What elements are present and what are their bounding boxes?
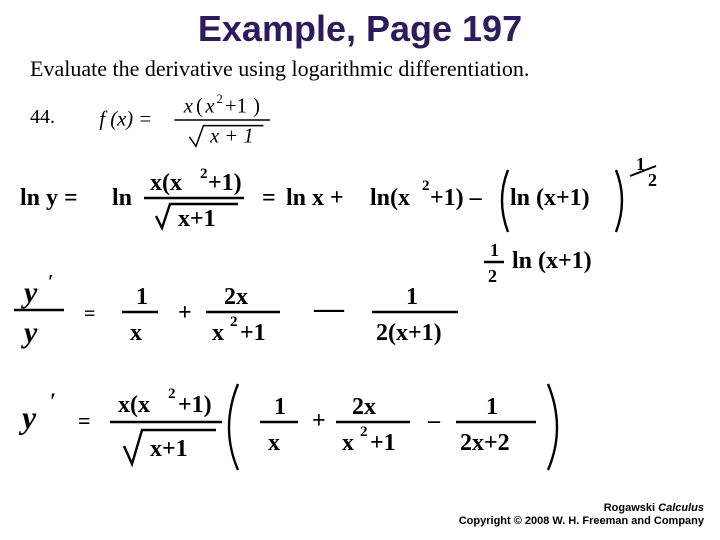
hw-l3-t3n: 1 <box>486 394 498 420</box>
hw-l2-prime: ′ <box>48 271 54 293</box>
hw-l1-sup2b: 2 <box>422 178 430 194</box>
credit-book: Calculus <box>658 502 704 514</box>
hw-l2-minus: — <box>313 292 345 325</box>
hw-l3-t1n: 1 <box>274 394 286 420</box>
hw-l1-p1close: +1) – <box>430 185 483 211</box>
hw-l2-ynum: y <box>21 276 38 309</box>
hw-l3-minus: – <box>427 408 441 434</box>
hw-l1-num-b: +1) <box>208 170 242 196</box>
printed-formula: f (x) = x ( x 2 +1 ) x + 1 <box>90 90 390 150</box>
hw-l3-paren-close <box>548 384 557 470</box>
formula-num-x: x <box>183 96 193 118</box>
hw-l3-bn-sup: 2 <box>168 386 176 402</box>
hw-l3-plus: + <box>312 408 326 434</box>
hw-l3-bn-b: +1) <box>178 392 212 418</box>
slide-root: Example, Page 197 Evaluate the derivativ… <box>0 0 720 540</box>
hw-l1b-half-num: 1 <box>490 240 499 260</box>
hw-l3-t2n: 2x <box>352 394 376 420</box>
handwritten-work: ln y = ln x(x 2 +1) x+1 = ln x + ln(x 2 … <box>0 150 720 490</box>
hw-l3-t1d: x <box>268 430 280 456</box>
hw-l2-t2d-x: x <box>212 320 224 346</box>
hw-l3-eq: = <box>78 408 91 433</box>
page-title: Example, Page 197 <box>0 8 720 50</box>
hw-l1-num-sup: 2 <box>200 166 208 182</box>
formula-num-sup: 2 <box>217 92 223 106</box>
hw-l3-bd: x+1 <box>150 436 188 462</box>
hw-l1-exp-den: 2 <box>648 170 657 190</box>
hw-l2-t2d-p1: +1 <box>240 320 266 346</box>
hw-l1-den: x+1 <box>178 206 216 232</box>
hw-l3-t2d-p1: +1 <box>370 430 396 456</box>
formula-lhs: f (x) = <box>99 109 152 131</box>
problem-number: 44. <box>30 106 55 129</box>
hw-l1b-lnxp1: ln (x+1) <box>512 248 592 274</box>
hw-l1-bigparen-l <box>502 170 508 232</box>
hw-l3-bn-a: x(x <box>118 392 150 418</box>
formula-num-plus1: +1 <box>225 96 247 118</box>
hw-l2-t2n: 2x <box>224 284 248 310</box>
hw-l1-ln: ln <box>112 185 132 211</box>
hw-l1-eq2: = <box>262 185 276 211</box>
hw-l3-t2d-x: x <box>342 430 354 456</box>
hw-l1-lnx: ln x + <box>286 185 344 211</box>
instruction-text: Evaluate the derivative using logarithmi… <box>30 56 529 82</box>
hw-l2-plus: + <box>178 300 192 326</box>
hw-l3-t3d: 2x+2 <box>460 430 510 456</box>
hw-l3-prime: ′ <box>50 388 56 413</box>
hw-l2-t1d: x <box>130 320 142 346</box>
credit-author: Rogawski <box>604 502 658 514</box>
hw-l2-eq: = <box>84 303 95 325</box>
hw-l2-t3n: 1 <box>406 284 418 310</box>
hw-l1-lnxp1: ln (x+1) <box>510 185 590 211</box>
formula-den: x + 1 <box>209 126 254 148</box>
hw-l1b-half-den: 2 <box>488 266 497 286</box>
hw-l1-num-a: x(x <box>150 170 182 196</box>
hw-l3-t2d-sup: 2 <box>360 424 368 440</box>
hw-l1-lny: ln y = <box>20 185 78 211</box>
hw-l3-paren-open <box>229 384 238 470</box>
credit-copyright: Copyright © 2008 W. H. Freeman and Compa… <box>459 515 704 527</box>
hw-l2-yden: y <box>21 316 38 349</box>
hw-l3-y: y <box>18 399 37 435</box>
formula-num-open: ( <box>196 96 203 118</box>
hw-l2-t2d-sup: 2 <box>230 314 238 330</box>
formula-num-close: ) <box>253 96 260 118</box>
hw-l1-bigparen-r <box>616 170 622 232</box>
copyright-footer: Rogawski Calculus Copyright © 2008 W. H.… <box>459 502 704 528</box>
hw-l2-t1n: 1 <box>136 284 148 310</box>
hw-l2-t3d: 2(x+1) <box>376 320 442 346</box>
hw-l1-lnx2: ln(x <box>370 185 410 211</box>
formula-num-term: x <box>204 96 214 118</box>
